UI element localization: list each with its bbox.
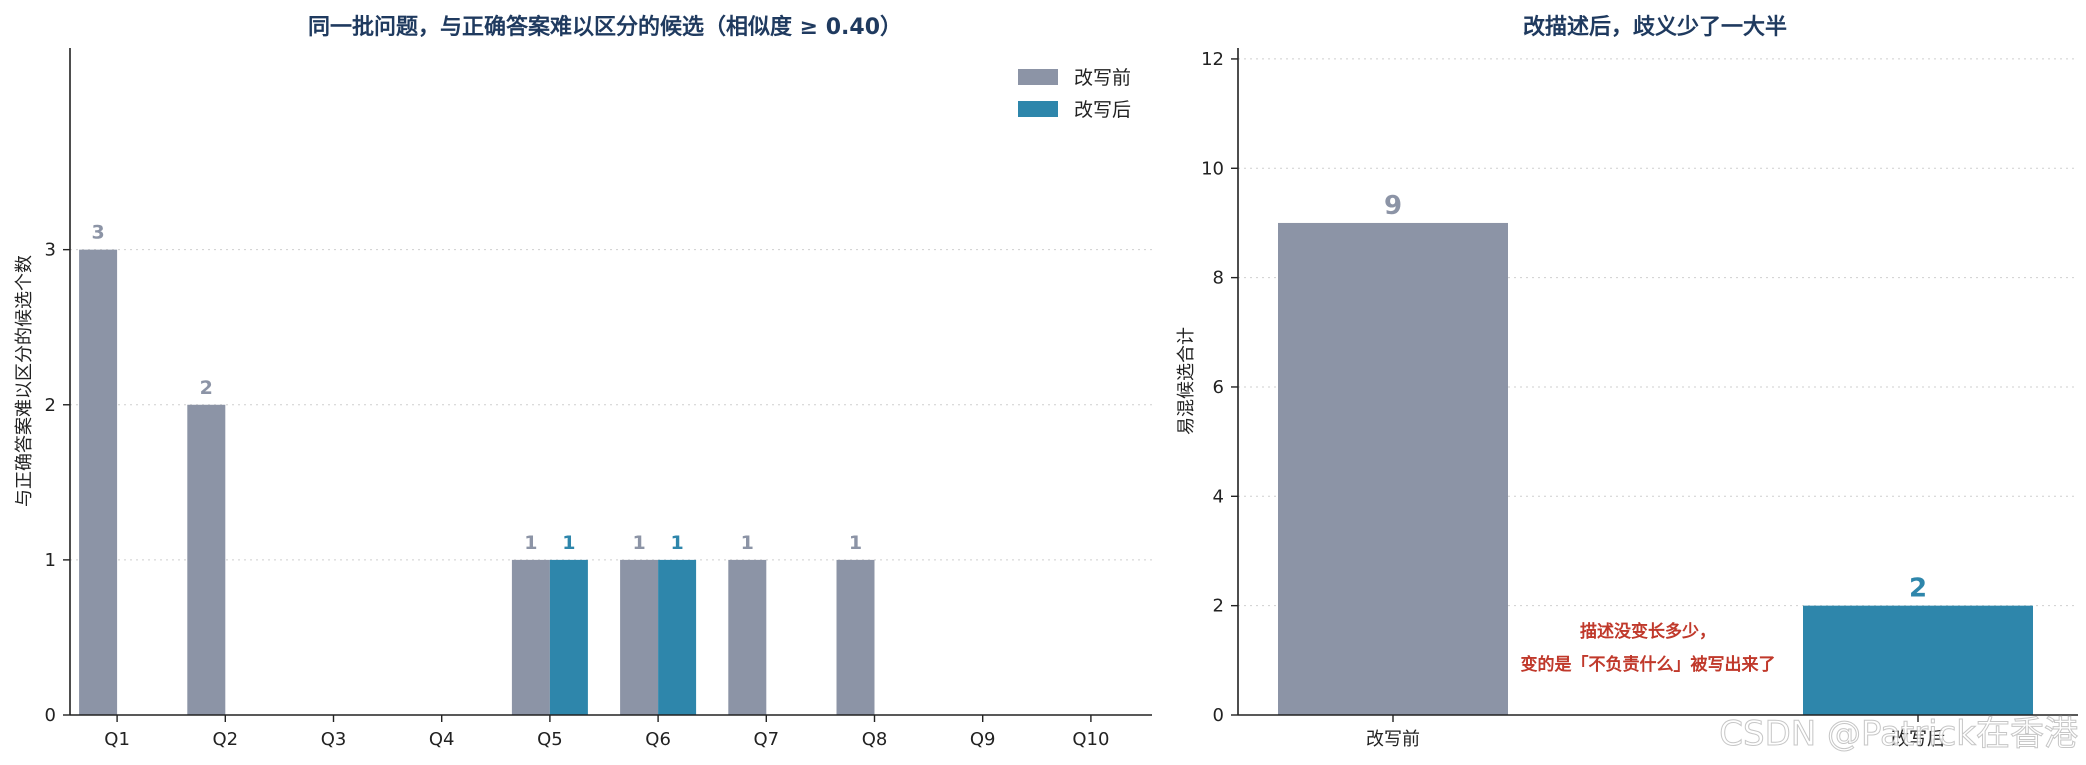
right-y-axis-label: 易混候选合计 [1176,327,1197,435]
annotation-line-1: 描述没变长多少， [1580,621,1716,642]
right-chart-title: 改描述后，歧义少了一大半 [1523,14,1787,40]
data-label-before: 1 [849,532,862,554]
data-label-before: 1 [524,532,537,554]
left-x-tick-label: Q3 [321,729,347,750]
legend-label-after: 改写后 [1074,99,1131,121]
left-y-axis-label: 与正确答案难以区分的候选个数 [14,255,35,507]
right-bars [1278,222,2033,716]
legend-label-before: 改写前 [1074,67,1131,89]
bar-before [511,559,550,715]
left-y-tick-label: 0 [45,705,56,726]
right-y-tick-label: 6 [1213,377,1224,398]
left-x-tick-label: Q6 [645,729,671,750]
right-y-tick-label: 4 [1213,486,1224,507]
watermark: CSDN @Patrick在香港 [1719,714,2078,754]
left-x-tick-label: Q5 [537,729,563,750]
left-gridlines [70,249,1152,561]
bar-total-before [1278,222,1508,716]
bar-before [79,249,118,715]
legend-swatch-after [1018,101,1058,117]
right-y-tick-label: 8 [1213,268,1224,289]
data-label-total: 2 [1909,574,1927,604]
left-x-tick-label: Q1 [104,729,130,750]
left-data-labels: 3 2 1 1 1 1 1 1 [91,222,862,554]
right-y-tick-label: 10 [1201,158,1224,179]
legend: 改写前 改写后 [1018,67,1131,121]
left-y-tick-label: 2 [45,395,56,416]
bar-before [620,559,659,715]
data-label-before: 1 [741,532,754,554]
right-y-tick-label: 2 [1213,596,1224,617]
left-y-tick-label: 1 [45,550,56,571]
bar-after [658,559,697,715]
right-data-labels: 92 [1384,191,1927,604]
left-chart-title: 同一批问题，与正确答案难以区分的候选（相似度 ≥ 0.40） [308,14,902,40]
data-label-before: 2 [200,377,213,399]
legend-swatch-before [1018,69,1058,85]
left-y-ticks: 0 1 2 3 [45,240,70,726]
left-x-tick-label: Q8 [862,729,888,750]
bar-before [187,404,226,715]
right-y-tick-label: 12 [1201,49,1224,70]
right-x-ticks: 改写前 改写后 [1366,715,1945,750]
bar-before [836,559,875,715]
bar-before [728,559,767,715]
annotation-line-2: 变的是「不负责什么」被写出来了 [1521,654,1776,675]
left-bars [79,249,875,715]
data-label-before: 1 [632,532,645,554]
data-label-after: 1 [562,532,575,554]
bar-total-after [1803,605,2033,715]
left-x-tick-label: Q7 [753,729,779,750]
bar-after [549,559,588,715]
data-label-total: 9 [1384,191,1402,221]
left-y-tick-label: 3 [45,240,56,261]
right-x-tick-label: 改写前 [1366,729,1420,750]
right-y-tick-label: 0 [1213,705,1224,726]
left-x-tick-label: Q10 [1072,729,1109,750]
data-label-before: 3 [91,222,104,244]
right-x-tick-label: 改写后 [1891,729,1945,750]
left-x-tick-label: Q4 [429,729,455,750]
left-x-ticks: Q1 Q2 Q3 Q4 Q5 Q6 Q7 Q8 Q9 Q10 [104,715,1109,750]
left-chart: 同一批问题，与正确答案难以区分的候选（相似度 ≥ 0.40） 321 1 1 1 1 1 … [14,14,1152,750]
left-x-tick-label: Q9 [970,729,996,750]
right-y-ticks: 0 2 4 6 8 10 12 [1201,49,1238,726]
data-label-after: 1 [670,532,683,554]
left-x-tick-label: Q2 [212,729,238,750]
